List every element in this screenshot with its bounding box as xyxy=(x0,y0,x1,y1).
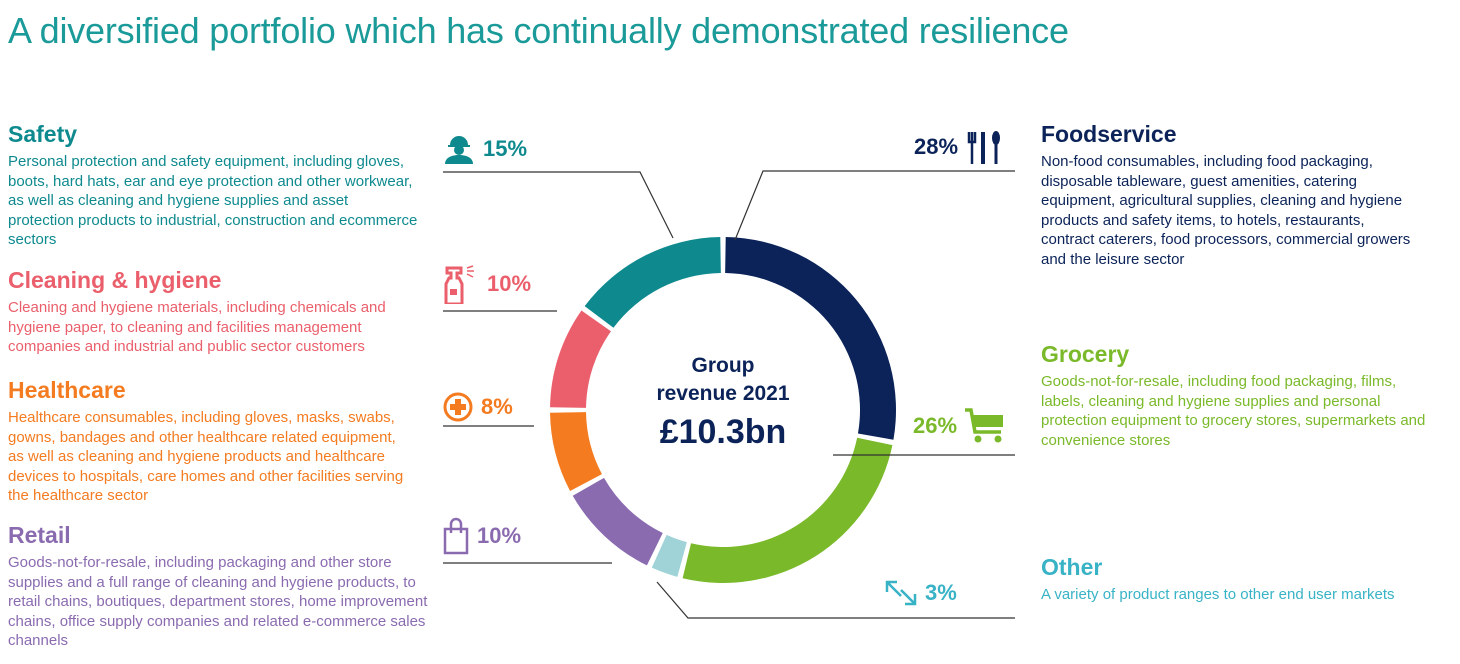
segment-heading: Foodservice xyxy=(1041,121,1177,147)
pct-other: 3% xyxy=(925,580,957,605)
segment-heading: Other xyxy=(1041,554,1103,580)
center-line2: revenue 2021 xyxy=(656,382,790,405)
segment-heading: Grocery xyxy=(1041,341,1130,367)
segment-description: Personal protection and safety equipment… xyxy=(8,153,418,249)
donut-slice-safety xyxy=(584,237,721,328)
pct-safety: 15% xyxy=(483,136,528,161)
pct-retail: 10% xyxy=(477,523,522,548)
shopping-bag-icon xyxy=(443,517,469,555)
pct-cleaning: 10% xyxy=(487,271,532,296)
leader-line-other xyxy=(656,581,1015,619)
label-retail: 10% xyxy=(443,517,521,555)
segment-description: Cleaning and hygiene materials, includin… xyxy=(8,299,386,356)
pct-grocery: 26% xyxy=(913,413,958,438)
segment-grocery: Grocery Goods-not-for-resale, including … xyxy=(1041,340,1441,450)
spray-bottle-icon xyxy=(444,265,474,304)
shopping-cart-icon xyxy=(965,408,1004,443)
leader-line-safety xyxy=(443,171,674,239)
label-healthcare: 8% xyxy=(443,392,513,422)
segment-other: Other A variety of product ranges to oth… xyxy=(1041,553,1401,605)
label-safety: 15% xyxy=(443,134,527,164)
cutlery-icon xyxy=(967,131,1001,164)
segment-description: Goods-not-for-resale, including food pac… xyxy=(1041,373,1426,449)
medical-cross-icon xyxy=(443,392,473,422)
segment-heading: Healthcare xyxy=(8,377,126,403)
leader-lines xyxy=(443,170,1015,619)
label-foodservice: 28% xyxy=(914,130,1002,164)
segment-retail: Retail Goods-not-for-resale, including p… xyxy=(8,521,428,651)
segment-description: Non-food consumables, including food pac… xyxy=(1041,153,1411,268)
label-grocery: 26% xyxy=(913,407,1005,445)
segment-description: Healthcare consumables, including gloves… xyxy=(8,409,404,505)
page-title: A diversified portfolio which has contin… xyxy=(8,10,1069,51)
segment-heading: Safety xyxy=(8,121,78,147)
donut-slice-retail xyxy=(572,477,663,566)
label-other: 3% xyxy=(885,580,957,606)
label-cleaning: 10% xyxy=(443,264,531,304)
donut-slice-foodservice xyxy=(725,237,896,440)
donut-slice-cleaning-hygiene xyxy=(550,310,611,408)
segment-heading: Cleaning & hygiene xyxy=(8,267,222,293)
donut-slice-other xyxy=(651,534,687,577)
center-value: £10.3bn xyxy=(659,413,787,451)
segment-safety: Safety Personal protection and safety eq… xyxy=(8,120,418,250)
pct-foodservice: 28% xyxy=(914,134,959,159)
arrows-icon xyxy=(885,580,917,606)
worker-icon xyxy=(445,136,473,164)
segment-foodservice: Foodservice Non-food consumables, includ… xyxy=(1041,120,1411,270)
segment-cleaning: Cleaning & hygiene Cleaning and hygiene … xyxy=(8,266,423,357)
donut-center-label: Group revenue 2021 £10.3bn xyxy=(623,352,823,454)
segment-heading: Retail xyxy=(8,522,71,548)
donut-slice-grocery xyxy=(682,437,893,583)
segment-description: A variety of product ranges to other end… xyxy=(1041,586,1395,603)
leader-line-foodservice xyxy=(734,170,1015,241)
pct-healthcare: 8% xyxy=(481,394,513,419)
segment-healthcare: Healthcare Healthcare consumables, inclu… xyxy=(8,376,408,506)
center-line1: Group xyxy=(691,354,755,377)
segment-description: Goods-not-for-resale, including packagin… xyxy=(8,554,428,650)
donut-slice-healthcare xyxy=(550,412,602,491)
